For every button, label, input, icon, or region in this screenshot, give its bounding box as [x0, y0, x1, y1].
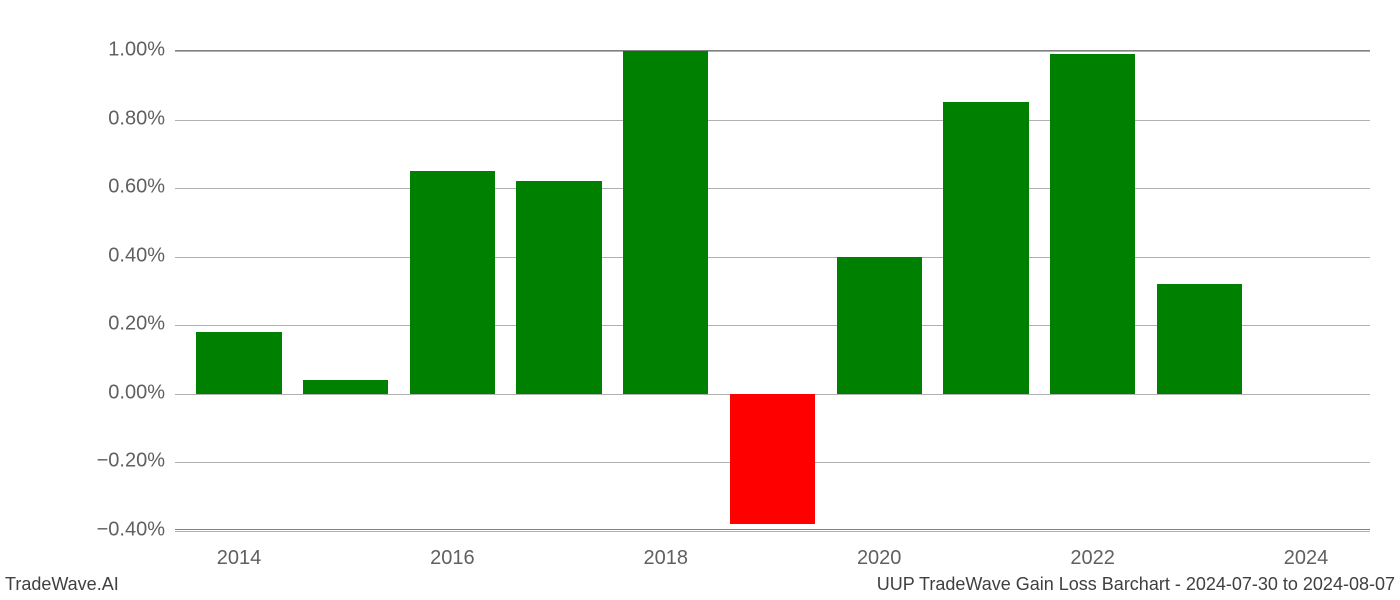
- y-axis-tick-label: 0.40%: [60, 244, 165, 267]
- x-axis-tick-label: 2020: [857, 547, 902, 570]
- y-axis-tick-label: 1.00%: [60, 39, 165, 62]
- x-axis-tick-label: 2022: [1070, 547, 1115, 570]
- bar: [623, 51, 708, 394]
- bar: [943, 102, 1028, 393]
- y-axis-tick-label: 0.00%: [60, 381, 165, 404]
- gridline: [175, 531, 1370, 532]
- x-axis-tick-label: 2014: [217, 547, 262, 570]
- bar: [410, 171, 495, 394]
- bar: [1050, 54, 1135, 393]
- y-axis-tick-label: −0.20%: [60, 450, 165, 473]
- bar: [730, 394, 815, 524]
- x-axis-tick-label: 2016: [430, 547, 475, 570]
- x-axis-tick-label: 2024: [1284, 547, 1329, 570]
- bar: [196, 332, 281, 394]
- bar: [303, 380, 388, 394]
- footer-right-text: UUP TradeWave Gain Loss Barchart - 2024-…: [877, 574, 1395, 595]
- gridline: [175, 257, 1370, 258]
- bar: [1157, 284, 1242, 394]
- bar: [516, 181, 601, 394]
- gridline: [175, 188, 1370, 189]
- y-axis-tick-label: 0.80%: [60, 107, 165, 130]
- y-axis-tick-label: 0.60%: [60, 176, 165, 199]
- x-axis-tick-label: 2018: [644, 547, 689, 570]
- y-axis-tick-label: 0.20%: [60, 313, 165, 336]
- bar: [837, 257, 922, 394]
- y-axis-tick-label: −0.40%: [60, 519, 165, 542]
- chart-container: −0.40% −0.20% 0.00% 0.20% 0.40% 0.60% 0.80% 1.0…: [0, 0, 1400, 600]
- footer-left-text: TradeWave.AI: [5, 574, 119, 595]
- plot-area: [175, 50, 1370, 530]
- gridline: [175, 120, 1370, 121]
- gridline: [175, 51, 1370, 52]
